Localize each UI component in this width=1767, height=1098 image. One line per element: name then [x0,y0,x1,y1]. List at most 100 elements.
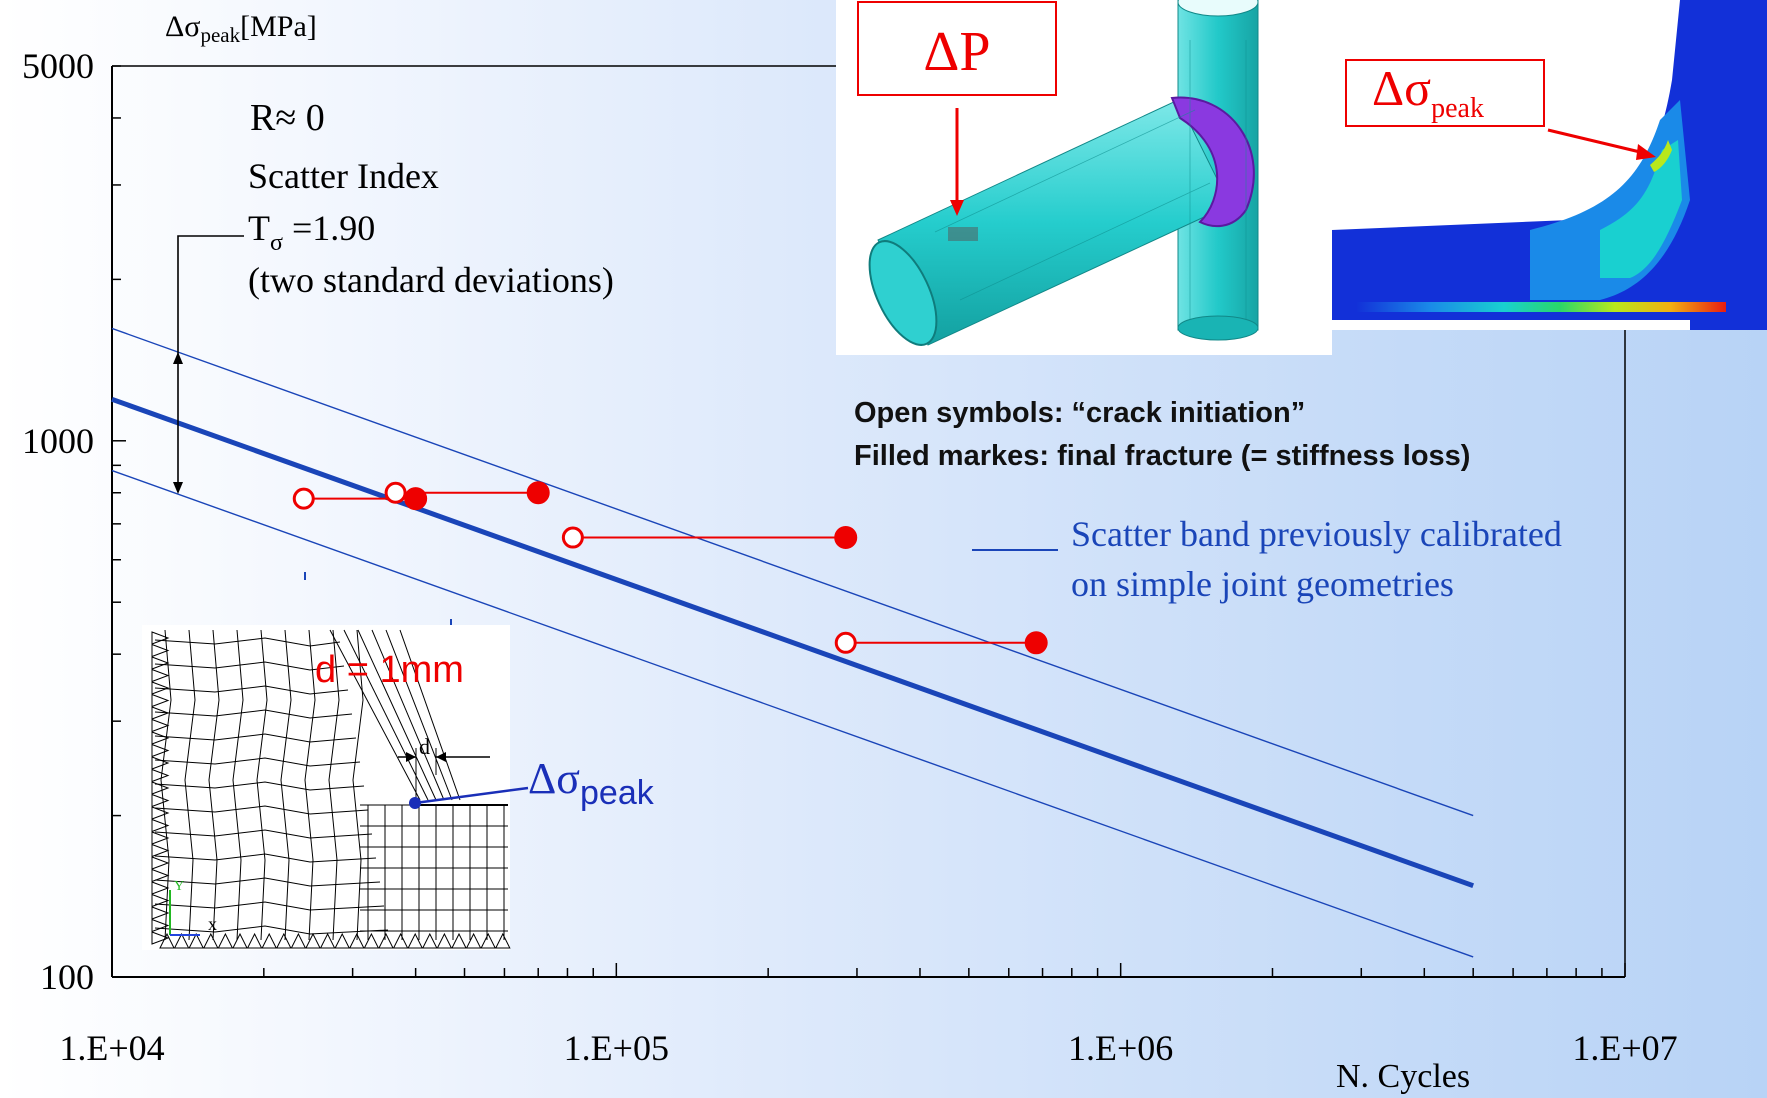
r-ratio-label: R≈ 0 [250,97,325,139]
x-tick-labels: 1.E+04 1.E+05 1.E+06 1.E+07 [59,1028,1677,1068]
support-triangle [421,932,438,949]
mesh-line [154,733,357,743]
support-triangle [275,932,292,949]
peak-box [1345,59,1545,127]
filled-marks-note: Filled markes: final fracture (= stiffne… [854,440,1470,472]
brace-end [868,240,938,346]
mesh-axis-x-label: x [208,914,217,934]
support-triangle [202,932,219,949]
load-arrow-head [950,200,964,216]
support-triangle [151,856,170,870]
fracture-marker [404,487,428,511]
support-triangle [151,868,170,883]
y-axis-label-prefix: Δσ [165,10,200,43]
mesh-line [154,757,361,767]
x-tick-label: 1.E+04 [59,1028,164,1068]
mesh-line [280,629,292,941]
mesh-line [399,629,461,801]
d-arrow-right-head [436,752,446,762]
support-triangle [151,743,170,758]
support-triangle [494,932,511,949]
mesh-grid [154,629,508,941]
load-patch [948,227,978,241]
support-triangle [151,718,170,733]
x-axis-label: N. Cycles [1336,1058,1470,1095]
x-tick-label: 1.E+06 [1068,1028,1173,1068]
load-label: ΔP [923,21,990,83]
d-arrow-left-head [406,752,416,762]
support-triangle [151,881,170,895]
mesh-inset: x Y d d = 1mm [142,625,529,950]
mesh-peak-label: Δσpeak [528,754,655,812]
open-symbols-note: Open symbols: “crack initiation” [854,397,1305,429]
mesh-line [304,629,316,941]
fea-joint-model-inset: ΔP [836,0,1332,355]
support-triangle [290,932,307,949]
t-sigma-label: Tσ =1.90 [248,208,375,256]
peak-label-prefix: Δσ [1372,60,1431,116]
mesh-line [154,805,369,815]
fracture-marker [1024,631,1048,655]
support-triangle [319,932,336,949]
mesh-line [328,629,340,941]
support-triangle [151,793,170,808]
support-triangle [159,932,175,949]
mesh-line [208,629,220,941]
mesh-line [154,829,373,839]
stress-legend-bar [1356,302,1726,312]
support-triangle [151,906,170,920]
support-triangle [151,643,170,658]
mesh-peak-label-sub: peak [580,774,655,812]
y-tick-label: 1000 [22,421,94,461]
mesh-line [343,629,429,801]
support-triangle [151,781,170,795]
x-tick-label: 1.E+05 [564,1028,669,1068]
support-triangle [232,932,248,949]
fracture-marker [526,481,550,505]
stress-right-band [1690,0,1767,330]
scatter-band-lines [111,327,1475,958]
mesh-line [154,685,349,695]
chord-bottom [1177,315,1259,341]
support-triangle [363,932,380,949]
mesh-line [232,629,244,941]
support-triangle [151,706,170,720]
data-connectors [303,491,1037,644]
support-triangle [151,768,170,783]
data-markers [292,481,1048,655]
support-triangle [173,932,190,949]
mesh-line [256,629,268,941]
x-tick-label: 1.E+07 [1572,1028,1677,1068]
y-tick-label: 100 [40,957,94,997]
mesh-line [154,877,381,887]
t-sigma-sub: σ [270,230,283,256]
support-triangle [217,932,234,949]
t-sigma-prefix: T [248,208,270,248]
support-triangle [151,831,170,845]
mesh-line [385,629,453,801]
stress-gradient-2 [1600,140,1682,278]
support-triangle [392,932,409,949]
support-triangle [334,932,351,949]
support-triangle [305,932,321,949]
mesh-line [154,925,389,935]
support-triangle [480,932,497,949]
initiation-marker [384,481,407,504]
t-sigma-value: =1.90 [283,208,375,248]
scatter-index-label: Scatter Index [248,156,439,196]
support-triangle [151,693,170,708]
support-triangle [188,932,205,949]
mean-curve [111,396,1475,889]
support-triangle [261,932,278,949]
initiation-marker [834,631,857,654]
mesh-supports [151,631,511,949]
mesh-line [184,629,196,941]
support-triangle [451,932,467,949]
mesh-line [154,781,365,791]
support-triangle [151,918,170,933]
y-tick-labels: 5000 1000 100 [22,46,94,997]
support-triangle [246,932,263,949]
d-value-label: d = 1mm [315,649,464,691]
y-axis-label-sub: peak [200,23,240,47]
